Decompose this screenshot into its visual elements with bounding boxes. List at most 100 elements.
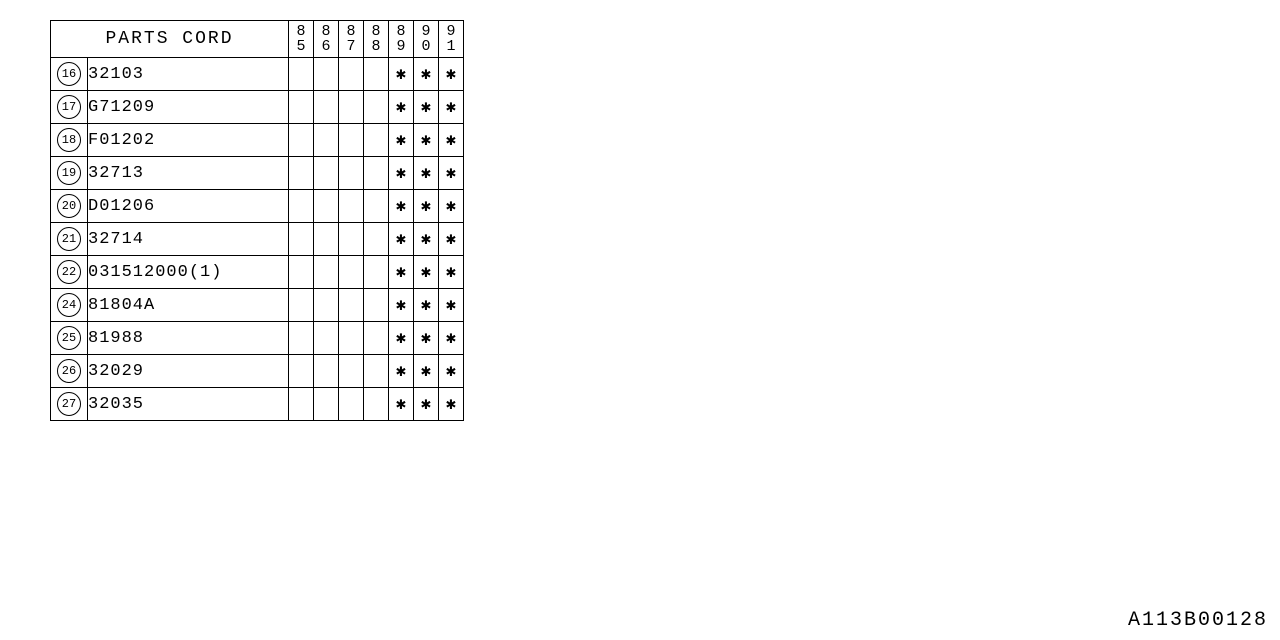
part-code-cell: 32035: [88, 388, 289, 421]
ref-no-cell: 20: [51, 190, 88, 223]
mark-cell: [364, 124, 389, 157]
mark-cell: [289, 322, 314, 355]
mark-cell: [314, 256, 339, 289]
mark-cell: [289, 91, 314, 124]
table-row: 2632029✱✱✱: [51, 355, 464, 388]
table-row: 2732035✱✱✱: [51, 388, 464, 421]
mark-cell: [339, 124, 364, 157]
mark-cell: [339, 91, 364, 124]
mark-cell: ✱: [389, 91, 414, 124]
year-col-2: 87: [339, 21, 364, 58]
mark-cell: ✱: [389, 388, 414, 421]
ref-no-cell: 19: [51, 157, 88, 190]
ref-no-cell: 18: [51, 124, 88, 157]
mark-cell: [364, 322, 389, 355]
mark-cell: ✱: [389, 289, 414, 322]
mark-cell: ✱: [439, 256, 464, 289]
mark-cell: ✱: [389, 355, 414, 388]
mark-cell: ✱: [414, 388, 439, 421]
mark-cell: [314, 289, 339, 322]
mark-cell: ✱: [389, 190, 414, 223]
mark-cell: ✱: [414, 91, 439, 124]
mark-cell: [314, 91, 339, 124]
mark-cell: [339, 190, 364, 223]
part-code-cell: 031512000(1): [88, 256, 289, 289]
ref-no-badge: 18: [57, 128, 81, 152]
table-row: 1632103✱✱✱: [51, 58, 464, 91]
header-title: PARTS CORD: [51, 21, 289, 58]
mark-cell: ✱: [439, 289, 464, 322]
mark-cell: [339, 256, 364, 289]
ref-no-badge: 22: [57, 260, 81, 284]
mark-cell: [364, 157, 389, 190]
part-code-cell: F01202: [88, 124, 289, 157]
ref-no-badge: 27: [57, 392, 81, 416]
mark-cell: [339, 223, 364, 256]
mark-cell: ✱: [439, 91, 464, 124]
mark-cell: [289, 256, 314, 289]
mark-cell: ✱: [389, 157, 414, 190]
ref-no-badge: 17: [57, 95, 81, 119]
ref-no-badge: 20: [57, 194, 81, 218]
mark-cell: ✱: [439, 58, 464, 91]
mark-cell: ✱: [414, 355, 439, 388]
year-col-5: 90: [414, 21, 439, 58]
mark-cell: ✱: [389, 124, 414, 157]
mark-cell: [339, 355, 364, 388]
mark-cell: [314, 124, 339, 157]
part-code-cell: 81988: [88, 322, 289, 355]
year-col-0: 85: [289, 21, 314, 58]
table-row: 2481804A✱✱✱: [51, 289, 464, 322]
mark-cell: [364, 289, 389, 322]
table-row: 17G71209✱✱✱: [51, 91, 464, 124]
mark-cell: [289, 289, 314, 322]
mark-cell: [364, 58, 389, 91]
table-row: 2132714✱✱✱: [51, 223, 464, 256]
mark-cell: ✱: [414, 223, 439, 256]
mark-cell: ✱: [414, 256, 439, 289]
mark-cell: [364, 223, 389, 256]
year-col-1: 86: [314, 21, 339, 58]
ref-no-cell: 21: [51, 223, 88, 256]
mark-cell: [339, 322, 364, 355]
ref-no-badge: 21: [57, 227, 81, 251]
year-col-4: 89: [389, 21, 414, 58]
mark-cell: [314, 190, 339, 223]
mark-cell: ✱: [389, 322, 414, 355]
mark-cell: [364, 91, 389, 124]
mark-cell: [314, 322, 339, 355]
ref-no-cell: 17: [51, 91, 88, 124]
table-row: 2581988✱✱✱: [51, 322, 464, 355]
ref-no-badge: 16: [57, 62, 81, 86]
part-code-cell: 81804A: [88, 289, 289, 322]
mark-cell: [364, 256, 389, 289]
ref-no-cell: 25: [51, 322, 88, 355]
part-code-cell: 32713: [88, 157, 289, 190]
mark-cell: [314, 355, 339, 388]
ref-no-cell: 27: [51, 388, 88, 421]
mark-cell: ✱: [439, 157, 464, 190]
mark-cell: ✱: [439, 388, 464, 421]
mark-cell: ✱: [414, 124, 439, 157]
part-code-cell: G71209: [88, 91, 289, 124]
ref-no-cell: 22: [51, 256, 88, 289]
mark-cell: ✱: [439, 322, 464, 355]
part-code-cell: 32029: [88, 355, 289, 388]
table-row: 18F01202✱✱✱: [51, 124, 464, 157]
mark-cell: ✱: [439, 190, 464, 223]
year-col-6: 91: [439, 21, 464, 58]
mark-cell: [314, 157, 339, 190]
mark-cell: ✱: [439, 223, 464, 256]
ref-no-badge: 26: [57, 359, 81, 383]
mark-cell: [289, 157, 314, 190]
mark-cell: ✱: [389, 58, 414, 91]
table-row: 1932713✱✱✱: [51, 157, 464, 190]
mark-cell: [314, 223, 339, 256]
part-code-cell: 32103: [88, 58, 289, 91]
part-code-cell: D01206: [88, 190, 289, 223]
mark-cell: ✱: [414, 157, 439, 190]
mark-cell: ✱: [439, 124, 464, 157]
mark-cell: [289, 124, 314, 157]
mark-cell: [339, 388, 364, 421]
mark-cell: ✱: [439, 355, 464, 388]
